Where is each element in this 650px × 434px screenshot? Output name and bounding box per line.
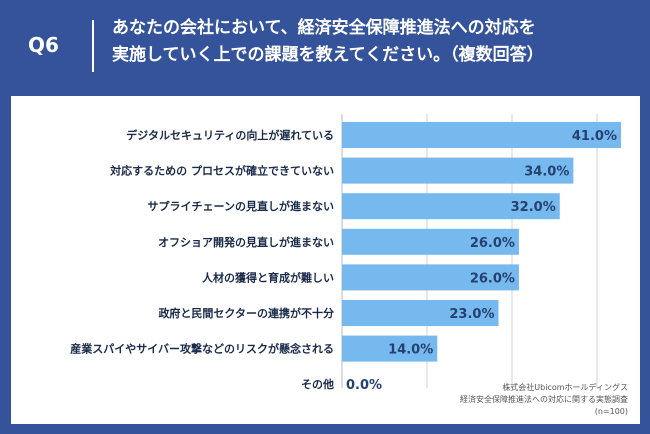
data-label: 14.0% [388,343,433,358]
data-label: 0.0% [346,378,382,393]
question-number: Q6 [28,33,59,57]
source-note: 株式会社Ubicomホールディングス 経済安全保障推進法への対応に関する実態調査… [460,382,628,418]
category-label: 政府と民間セクターの連携が不十分 [158,306,334,320]
data-label: 26.0% [470,271,515,286]
data-label: 23.0% [449,307,494,322]
data-label: 34.0% [524,165,569,180]
source-sample-size: (n=100) [594,407,628,416]
bar [342,122,621,148]
category-label: サプライチェーンの見直しが進まない [148,199,334,213]
category-label: 対応するための プロセスが確立できていない [109,164,334,178]
category-label: オフショア開発の見直しが進まない [158,235,334,249]
header: Q6 あなたの会社において、経済安全保障推進法への対応を 実施していく上での課題… [0,0,650,88]
chart-panel: デジタルセキュリティの向上が遅れている 41.0% 対応するための プロセスが確立で… [11,96,640,424]
title-line-2: 実施していく上での課題を教えてください。（複数回答） [112,45,544,65]
category-label: デジタルセキュリティの向上が遅れている [126,128,334,142]
category-label: 産業スパイやサイバー攻撃などのリスクが懸念される [70,342,334,356]
data-label: 32.0% [511,200,556,215]
category-label: その他 [301,377,334,391]
bar-chart: デジタルセキュリティの向上が遅れている 41.0% 対応するための プロセスが確立で… [70,114,621,393]
title-line-1: あなたの会社において、経済安全保障推進法への対応を [112,18,536,38]
bar [342,300,499,326]
question-title: あなたの会社において、経済安全保障推進法への対応を 実施していく上での課題を教え… [112,15,632,69]
category-label: 人材の獲得と育成が難しい [202,270,334,284]
bar [342,157,574,184]
header-divider [92,20,94,72]
bar [342,228,519,255]
bar [342,193,560,220]
bar [342,264,519,291]
source-survey: 経済安全保障推進法への対応に関する実態調査 [460,395,628,404]
bar [342,335,438,362]
source-company: 株式会社Ubicomホールディングス [502,383,628,392]
data-label: 26.0% [470,236,515,251]
data-label: 41.0% [572,129,617,144]
